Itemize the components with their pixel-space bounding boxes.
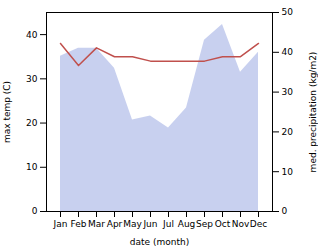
svg-text:50: 50 [282,7,294,17]
svg-text:Mar: Mar [88,219,105,229]
svg-text:30: 30 [282,87,294,97]
svg-text:20: 20 [282,127,294,137]
svg-text:Oct: Oct [215,219,231,229]
svg-text:10: 10 [26,162,38,172]
svg-text:max temp (C): max temp (C) [2,81,12,143]
svg-text:Feb: Feb [71,219,87,229]
svg-text:May: May [123,219,142,229]
svg-text:Jan: Jan [53,219,68,229]
svg-text:20: 20 [26,118,38,128]
svg-text:med. precipitation (kg/m2): med. precipitation (kg/m2) [308,52,318,173]
svg-text:40: 40 [26,29,38,39]
svg-text:Aug: Aug [178,219,196,229]
svg-text:Jun: Jun [142,219,157,229]
svg-text:Jul: Jul [162,219,174,229]
svg-text:10: 10 [282,167,294,177]
svg-text:Nov: Nov [232,219,250,229]
svg-text:30: 30 [26,74,38,84]
svg-text:Dec: Dec [250,219,267,229]
svg-text:Apr: Apr [107,219,123,229]
svg-text:0: 0 [32,206,38,216]
svg-text:0: 0 [282,206,288,216]
svg-text:date (month): date (month) [130,237,189,247]
svg-text:40: 40 [282,47,294,57]
svg-text:Sep: Sep [196,219,213,229]
